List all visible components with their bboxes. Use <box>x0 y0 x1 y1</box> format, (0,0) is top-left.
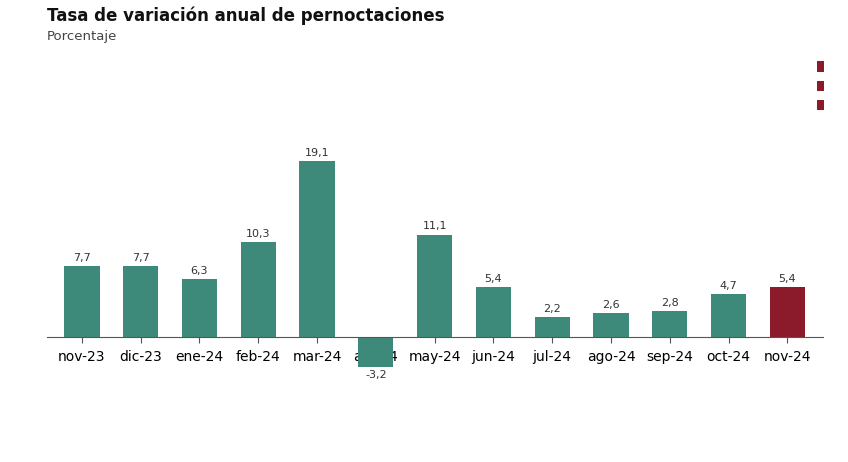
Text: 7,7: 7,7 <box>131 253 149 263</box>
Bar <box>123 266 159 337</box>
Text: 19,1: 19,1 <box>304 147 329 158</box>
Bar <box>711 294 746 337</box>
Text: Porcentaje: Porcentaje <box>47 30 117 43</box>
Bar <box>358 337 393 367</box>
Bar <box>476 287 511 337</box>
Text: Tasa de variación anual de pernoctaciones: Tasa de variación anual de pernoctacione… <box>47 7 444 25</box>
Bar <box>417 235 452 337</box>
Text: -3,2: -3,2 <box>365 370 387 380</box>
Text: 10,3: 10,3 <box>246 229 271 239</box>
Text: 2,8: 2,8 <box>661 298 678 308</box>
Text: 11,1: 11,1 <box>422 221 447 231</box>
Bar <box>594 313 628 337</box>
Bar <box>64 266 99 337</box>
Text: 7,7: 7,7 <box>73 253 91 263</box>
Text: 6,3: 6,3 <box>191 266 209 276</box>
Text: 5,4: 5,4 <box>778 274 796 284</box>
Bar <box>652 311 688 337</box>
Bar <box>534 317 570 337</box>
Text: 2,2: 2,2 <box>544 304 561 314</box>
Bar <box>299 161 335 337</box>
Bar <box>241 242 276 337</box>
Text: 4,7: 4,7 <box>720 280 738 291</box>
Text: 2,6: 2,6 <box>602 300 620 310</box>
Bar <box>770 287 805 337</box>
Text: 5,4: 5,4 <box>484 274 502 284</box>
Bar <box>181 279 217 337</box>
